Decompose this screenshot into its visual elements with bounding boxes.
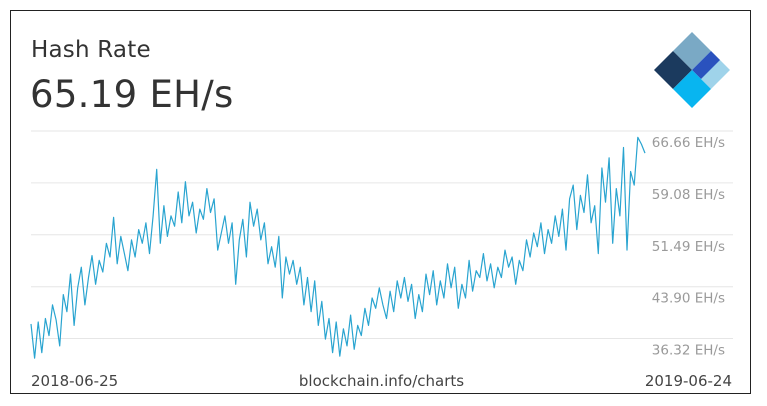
logo-bottom-diamond	[673, 70, 711, 108]
y-tick-label: 36.32 EH/s	[652, 343, 725, 359]
y-tick-label: 51.49 EH/s	[652, 239, 725, 255]
x-axis-start-label: 2018-06-25	[31, 372, 119, 390]
chart-title: Hash Rate	[31, 37, 151, 63]
blockchain-logo-icon	[654, 32, 730, 108]
hash-rate-series-line	[30, 136, 646, 359]
hash-rate-chart: 36.32 EH/s 43.90 EH/s 51.49 EH/s 59.08 EH/s…	[30, 130, 733, 359]
current-value: 65.19 EH/s	[30, 73, 234, 116]
source-link[interactable]: blockchain.info/charts	[298, 372, 465, 390]
y-tick-label: 43.90 EH/s	[652, 291, 725, 307]
x-axis-end-label: 2019-06-24	[644, 372, 732, 390]
hash-rate-card: Hash Rate 65.19 EH/s 36.32 EH/s 43.90 EH/…	[10, 10, 751, 394]
y-tick-label: 59.08 EH/s	[652, 187, 725, 203]
y-tick-label: 66.66 EH/s	[652, 135, 725, 151]
logo-blue-square	[692, 51, 720, 79]
